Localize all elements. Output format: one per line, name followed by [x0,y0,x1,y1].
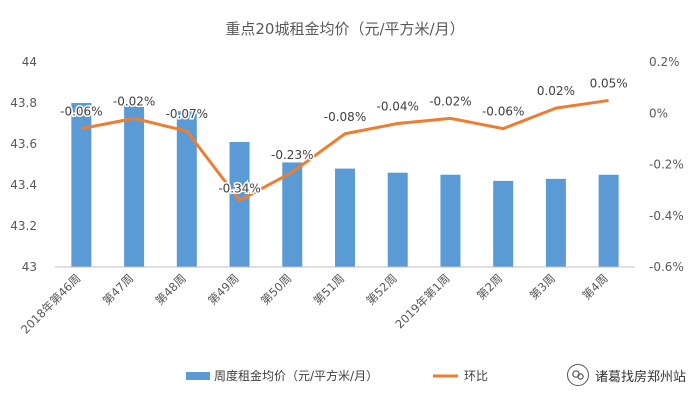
data-label: -0.02% [429,94,471,108]
series-line [81,98,609,202]
data-label: -0.04% [377,100,419,114]
y-right-tick-label: -0.2% [649,158,684,172]
y-left-tick-label: 43.6 [10,137,37,151]
x-tick-label: 第51周 [311,271,348,308]
bars-layer [71,103,619,267]
x-tick-label: 2019年第1周 [392,271,452,331]
y-right-tick-label: 0% [649,106,668,120]
data-label: 0.05% [590,76,628,90]
x-tick-label: 第2周 [474,271,505,302]
bar [493,180,514,267]
x-tick-label: 2018年第46周 [18,271,83,336]
watermark: 诸葛找房郑州站 [566,364,686,386]
x-tick-label: 第49周 [205,271,242,308]
bar [176,111,197,267]
y-left-tick-label: 43 [22,260,37,274]
data-label: -0.06% [60,105,102,119]
bar [440,174,461,267]
bar [387,172,408,267]
x-tick-label: 第47周 [100,271,137,308]
x-tick-label: 第3周 [527,271,558,302]
legend-label-line: 环比 [464,369,488,383]
line-layer: -0.06% -0.02% -0.07% -0.34% -0.23% -0.08% -0.0… [59,75,629,202]
bar [229,141,250,267]
data-label: 0.02% [537,84,575,98]
bar [545,178,566,267]
y-right-tick-label: 0.2% [649,55,680,69]
bar [598,174,619,267]
wechat-icon [566,364,589,386]
data-label: -0.06% [482,105,524,119]
data-label: -0.02% [113,94,155,108]
x-tick-label: 第50周 [258,271,295,308]
y-left-tick-label: 43.4 [10,178,37,192]
legend-swatch-bar [186,372,210,380]
y-left-tick-label: 44 [22,55,37,69]
x-tick-label: 第48周 [152,271,189,308]
y-left-tick-label: 43.8 [10,96,37,110]
chart-title: 重点20城租金均价（元/平方米/月） [225,20,464,38]
bar [282,162,303,267]
data-label: -0.23% [271,148,313,162]
bar [71,103,92,267]
y-right-tick-label: -0.4% [649,209,684,223]
data-label: -0.07% [166,107,208,121]
y-right-tick-label: -0.6% [649,260,684,274]
data-label: -0.34% [218,181,260,195]
legend: 周度租金均价（元/平方米/月） 环比 [186,368,488,383]
x-tick-label: 第52周 [363,271,400,308]
bar [335,168,355,267]
bar [124,105,145,267]
watermark-text: 诸葛找房郑州站 [594,369,686,385]
data-label: -0.08% [324,110,366,124]
y-left-tick-label: 43.2 [10,219,37,233]
legend-label-bar: 周度租金均价（元/平方米/月） [214,368,378,383]
x-tick-label: 第4周 [579,271,610,302]
